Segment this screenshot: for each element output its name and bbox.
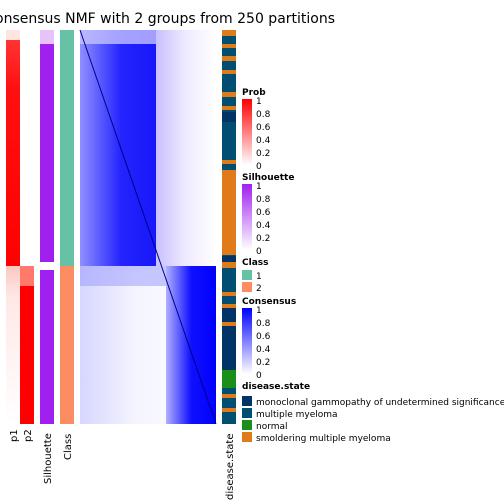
class-1-cells — [60, 30, 74, 266]
disease-smm-1 — [222, 30, 236, 36]
legend-silhouette-tick: 1 — [256, 182, 262, 192]
consensus-matrix — [79, 29, 217, 425]
silhouette-label: Silhouette — [43, 433, 54, 484]
legend-consensus-title: Consensus — [242, 297, 296, 307]
disease-state-label: disease.state — [225, 434, 236, 501]
legend-prob-title: Prob — [242, 88, 266, 98]
disease-smm-11 — [222, 304, 236, 308]
legend-disease-state: disease.state monoclonal gammopathy of u… — [242, 382, 504, 444]
disease-smm-3 — [222, 56, 236, 61]
disease-smm-12 — [222, 322, 236, 326]
legend-disease-label: monoclonal gammopathy of undetermined si… — [256, 398, 504, 408]
disease-smm-5 — [222, 92, 236, 97]
p1-group2-cells — [6, 266, 20, 424]
legend-consensus-tick: 0.2 — [256, 358, 270, 368]
legend-class: Class 1 2 — [242, 258, 268, 294]
legend-silhouette-colorbar — [242, 184, 252, 250]
disease-mgus-2 — [222, 256, 236, 262]
p2-column — [20, 30, 34, 424]
legend-disease-label: smoldering multiple myeloma — [256, 434, 391, 444]
p1-label: p1 — [9, 429, 20, 442]
legend-prob-tick: 1 — [256, 97, 262, 107]
legend-class-swatch — [242, 282, 252, 292]
legend-consensus-tick: 0.6 — [256, 332, 271, 342]
p2-label: p2 — [23, 429, 34, 442]
legend-disease-swatch — [242, 432, 252, 442]
legend-silhouette: Silhouette 1 0.8 0.6 0.4 0.2 0 — [242, 173, 294, 257]
p1-top-pale-cells — [6, 30, 20, 40]
legend-consensus-colorbar — [242, 308, 252, 374]
legend-consensus: Consensus 1 0.8 0.6 0.4 0.2 0 — [242, 297, 296, 381]
silhouette-low-cells — [40, 30, 54, 44]
disease-smm-2 — [222, 44, 236, 48]
p2-group2-cells — [20, 266, 34, 424]
disease-mgus-1 — [222, 112, 236, 122]
legend-silhouette-tick: 0.8 — [256, 195, 271, 205]
disease-smm-13 — [222, 394, 236, 398]
legend-consensus-tick: 0.4 — [256, 345, 271, 355]
legend-disease-state-title: disease.state — [242, 382, 310, 392]
legend-disease-label: multiple myeloma — [256, 410, 338, 420]
disease-smm-4 — [222, 70, 236, 74]
legend-class-title: Class — [242, 258, 268, 268]
legend-disease-swatch — [242, 396, 252, 406]
disease-smm-8 — [222, 170, 236, 255]
silhouette-gap-cells — [40, 262, 54, 270]
legend-silhouette-title: Silhouette — [242, 173, 294, 183]
legend-consensus-tick: 1 — [256, 306, 262, 316]
disease-smm-9 — [222, 262, 236, 268]
p2-group1-cells — [20, 30, 34, 266]
legend-prob-tick: 0.6 — [256, 123, 271, 133]
class-column — [60, 30, 74, 424]
legend-silhouette-tick: 0.2 — [256, 234, 270, 244]
class-label: Class — [63, 434, 74, 460]
disease-smm-6 — [222, 106, 236, 110]
disease-smm-10 — [222, 292, 236, 296]
silhouette-cells — [40, 30, 54, 424]
legend-silhouette-tick: 0 — [256, 247, 262, 257]
class-2-cells — [60, 266, 74, 424]
chart-title: onsensus NMF with 2 groups from 250 part… — [0, 11, 335, 27]
legend-prob-tick: 0.2 — [256, 149, 270, 159]
matrix-diagonal — [79, 29, 217, 425]
legend-class-label: 1 — [256, 272, 262, 282]
disease-smm-14 — [222, 408, 236, 412]
legend-class-swatch — [242, 270, 252, 280]
legend-prob: Prob 1 0.8 0.6 0.4 0.2 0 — [242, 88, 271, 172]
legend-prob-colorbar — [242, 99, 252, 165]
legend-disease-swatch — [242, 408, 252, 418]
legend-silhouette-tick: 0.4 — [256, 221, 271, 231]
legend-prob-tick: 0.4 — [256, 136, 271, 146]
p1-column — [6, 30, 20, 424]
block-class1-class2 — [156, 30, 216, 266]
disease-state-column — [222, 30, 236, 424]
disease-smm-7 — [222, 160, 236, 164]
block-class2-class2 — [166, 266, 216, 424]
disease-mgus-3 — [222, 308, 236, 370]
p2-top-pale-cells — [20, 266, 34, 286]
legend-prob-tick: 0 — [256, 162, 262, 172]
legend-consensus-tick: 0 — [256, 371, 262, 381]
legend-disease-swatch — [242, 420, 252, 430]
disease-normal — [222, 370, 236, 388]
legend-class-label: 2 — [256, 284, 262, 294]
legend-prob-tick: 0.8 — [256, 110, 271, 120]
silhouette-column — [40, 30, 54, 424]
legend-consensus-tick: 0.8 — [256, 319, 271, 329]
legend-silhouette-tick: 0.6 — [256, 208, 271, 218]
p1-group1-cells — [6, 30, 20, 266]
legend-disease-label: normal — [256, 422, 288, 432]
